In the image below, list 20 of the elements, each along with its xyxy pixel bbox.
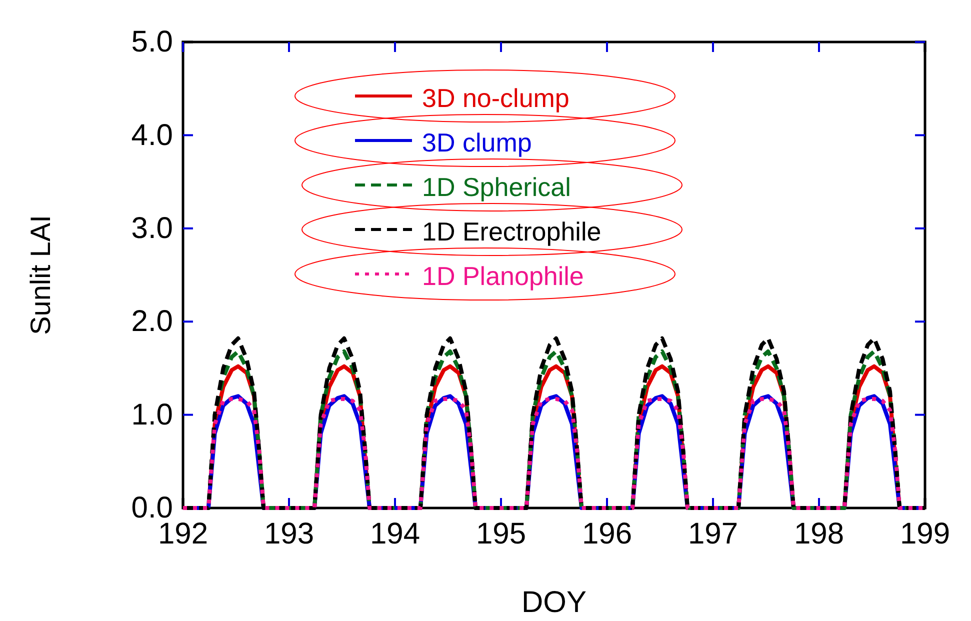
- y-tick-label: 5.0: [131, 26, 173, 59]
- x-tick-label: 196: [582, 517, 632, 550]
- x-tick-label: 192: [158, 517, 208, 550]
- x-tick-label: 194: [370, 517, 420, 550]
- y-tick-label: 4.0: [131, 118, 173, 152]
- y-tick-label: 3.0: [131, 212, 173, 245]
- x-tick-label: 195: [476, 517, 526, 550]
- legend-label: 3D clump: [422, 128, 532, 158]
- y-tick-label: 2.0: [131, 305, 173, 338]
- x-axis-title: DOY: [521, 586, 587, 619]
- legend-label: 3D no-clump: [422, 83, 570, 113]
- x-tick-label: 199: [900, 517, 950, 550]
- x-tick-label: 193: [264, 517, 314, 550]
- y-axis-title: Sunlit LAI: [25, 215, 56, 335]
- legend-label: 1D Planophile: [422, 261, 584, 291]
- x-tick-label: 197: [688, 517, 738, 550]
- legend-label: 1D Erectrophile: [422, 216, 602, 246]
- legend-label: 1D Spherical: [422, 172, 571, 202]
- y-tick-label: 1.0: [131, 398, 173, 432]
- x-tick-label: 198: [794, 517, 844, 550]
